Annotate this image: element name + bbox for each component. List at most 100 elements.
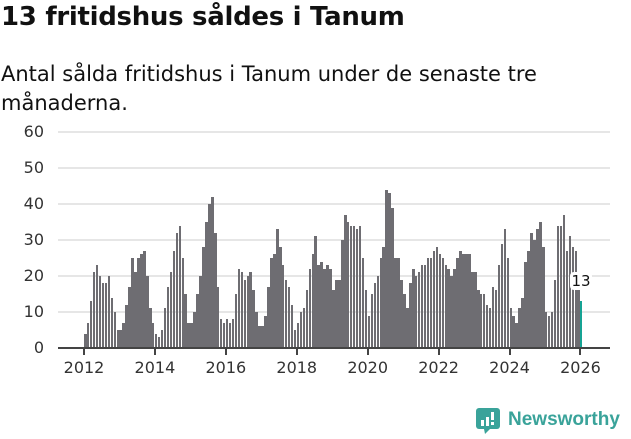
bar (553, 279, 557, 348)
x-tick (437, 349, 440, 355)
bar (290, 304, 294, 348)
bar (512, 315, 515, 348)
bar (338, 279, 341, 348)
bar (506, 258, 510, 348)
x-tick-label: 2014 (134, 358, 176, 377)
bar (199, 276, 202, 348)
bar (346, 222, 350, 348)
x-tick-label: 2020 (347, 358, 389, 377)
y-tick-label: 30 (23, 230, 44, 249)
bar (237, 268, 241, 348)
bar (488, 308, 492, 348)
bar (222, 322, 226, 348)
bar (382, 247, 385, 348)
newsworthy-logo: Newsworthy (476, 408, 620, 434)
bar (308, 268, 312, 348)
bar (246, 276, 250, 348)
bar (149, 308, 152, 348)
bar (370, 294, 374, 348)
bar (122, 322, 125, 348)
bar (255, 312, 258, 348)
bar (403, 294, 406, 348)
bar (234, 294, 238, 348)
bar (477, 290, 480, 348)
bar (264, 315, 267, 348)
bar (281, 265, 285, 348)
bar (429, 258, 433, 348)
bar (166, 286, 170, 348)
bar (211, 196, 214, 348)
bar (527, 250, 530, 348)
bar (459, 250, 462, 348)
bar (521, 297, 524, 348)
bar (494, 290, 498, 348)
bar (296, 322, 300, 348)
bar (406, 308, 409, 348)
bar (385, 189, 388, 348)
bar (287, 286, 291, 348)
bar (536, 229, 539, 348)
bar (154, 333, 158, 348)
bar (187, 322, 190, 348)
bar (376, 276, 380, 348)
bar (456, 258, 459, 348)
bar (89, 301, 93, 348)
bar (335, 279, 338, 348)
y-tick-label: 10 (23, 302, 44, 321)
bar (349, 225, 353, 348)
bar (530, 232, 533, 348)
bar (172, 250, 176, 348)
bar (482, 294, 486, 348)
bar (279, 247, 282, 348)
bar (474, 272, 477, 348)
bar (302, 308, 306, 348)
bar (344, 214, 347, 348)
bar (104, 283, 108, 348)
bar (367, 315, 371, 348)
bar (444, 265, 447, 348)
bar (556, 225, 560, 348)
bar (462, 254, 465, 348)
bar (116, 330, 119, 348)
x-tick (153, 349, 156, 355)
bar (202, 247, 205, 348)
bar (364, 290, 368, 348)
bar (125, 304, 128, 348)
bar-chart-speech-bubble-icon (476, 408, 500, 434)
bar (317, 265, 320, 348)
x-tick (224, 349, 227, 355)
bar (157, 337, 161, 348)
bar (225, 319, 229, 348)
bar (391, 207, 394, 348)
bar (539, 222, 542, 348)
bar (293, 330, 297, 348)
bar (107, 276, 111, 348)
bar (311, 254, 315, 348)
bar (373, 283, 377, 348)
x-tick-label: 2022 (418, 358, 459, 377)
bar (394, 258, 397, 348)
bar (299, 312, 303, 348)
bar (515, 322, 518, 348)
bar (323, 268, 326, 348)
bar (471, 272, 474, 348)
bar (184, 294, 187, 348)
bar (352, 225, 356, 348)
bar (169, 272, 173, 348)
bar (500, 243, 504, 348)
bar (417, 272, 421, 348)
bar (450, 276, 453, 348)
bar (219, 319, 223, 348)
bar (397, 258, 400, 348)
bar (435, 247, 439, 348)
gridline (58, 275, 610, 277)
bar (131, 258, 134, 348)
bar (320, 261, 323, 348)
bar (140, 254, 143, 348)
bar (228, 322, 232, 348)
gridline (58, 239, 610, 241)
x-tick-label: 2016 (205, 358, 247, 377)
bar (270, 258, 273, 348)
bar (119, 330, 122, 348)
